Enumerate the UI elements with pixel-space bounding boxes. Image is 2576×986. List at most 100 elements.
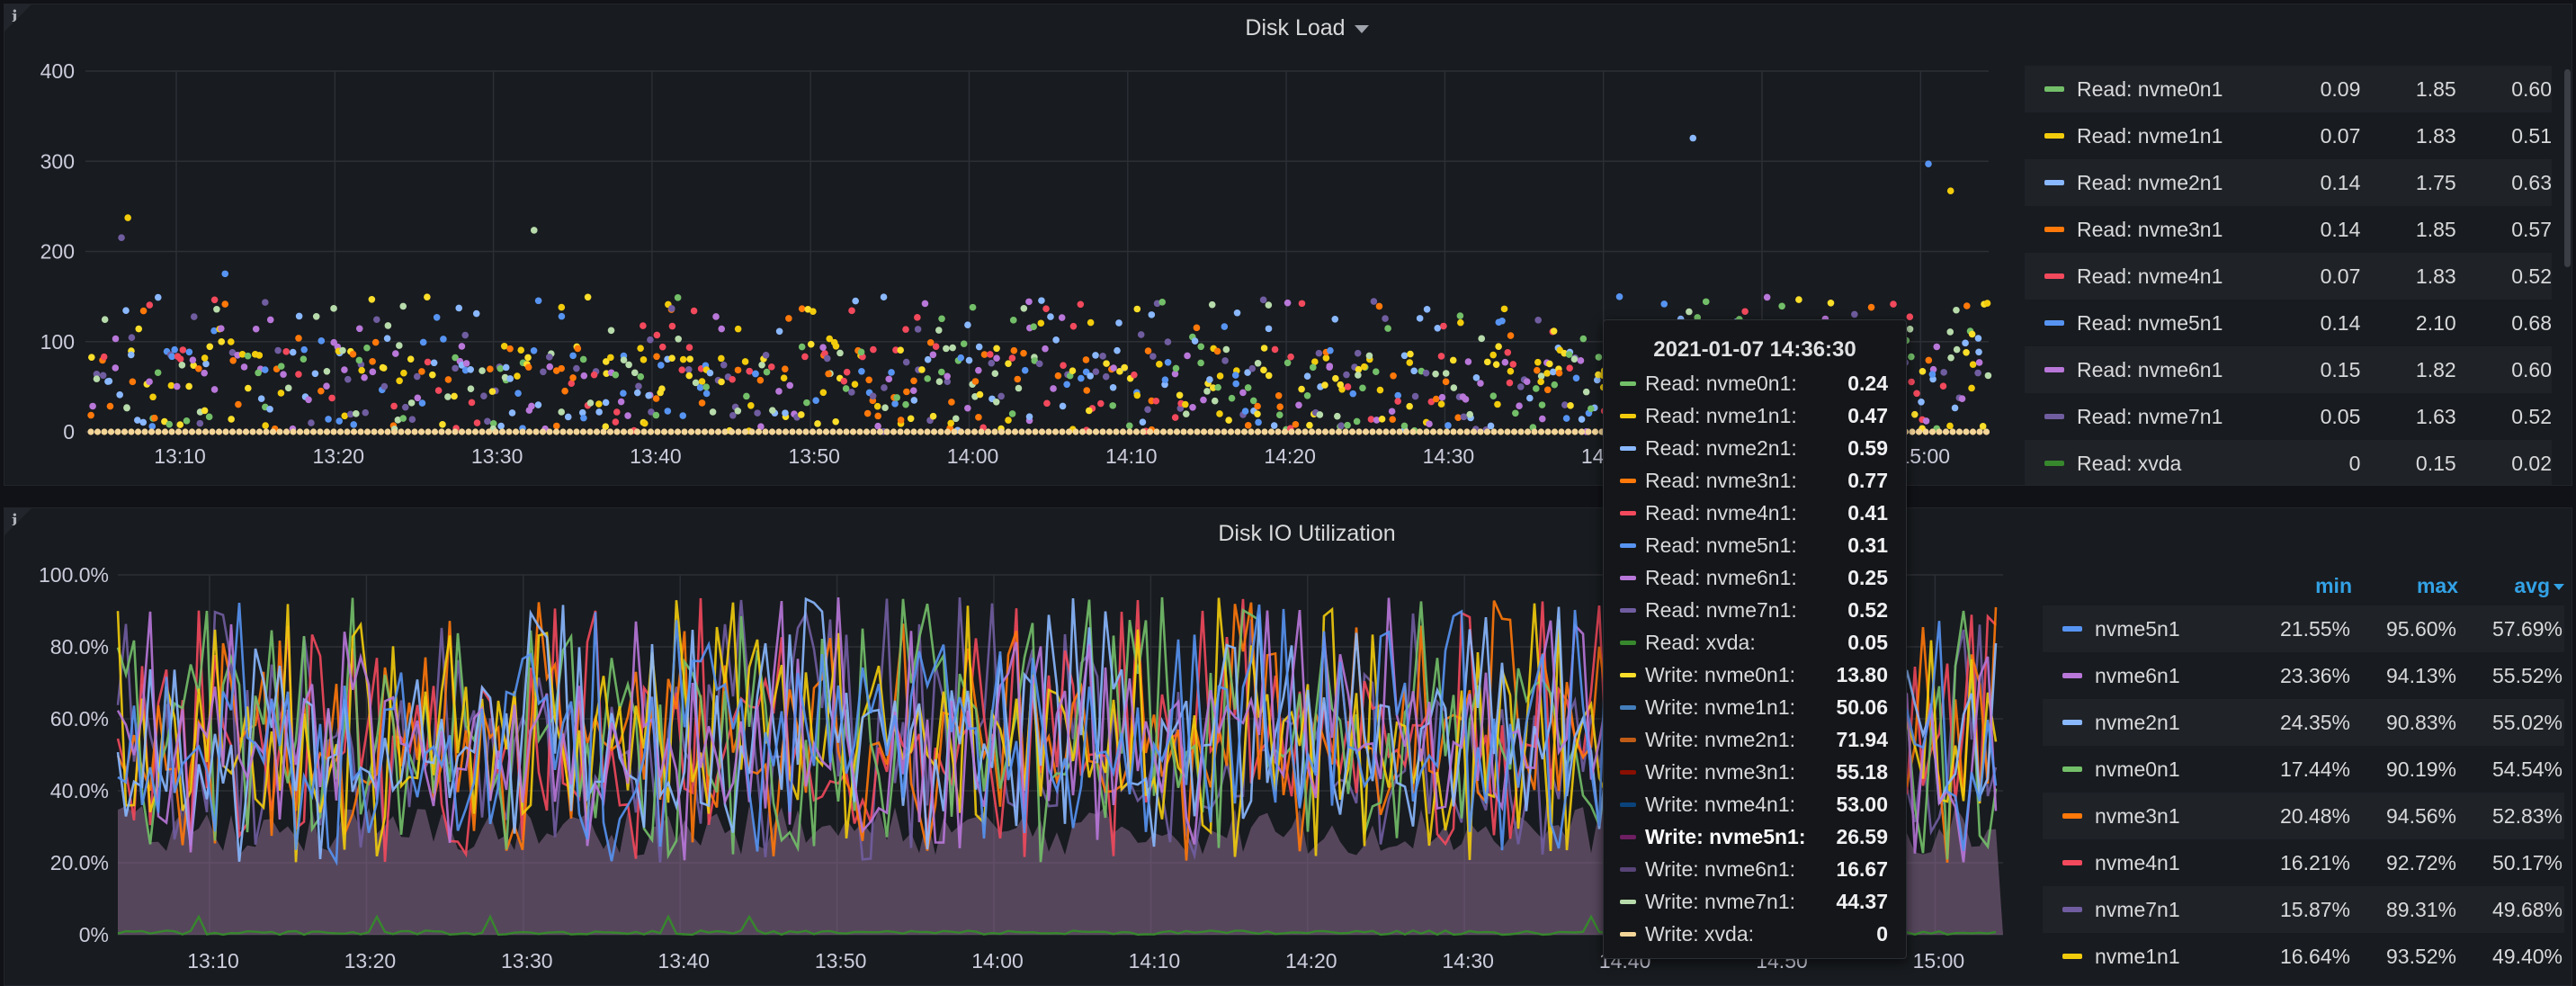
- legend-item[interactable]: nvme1n1 16.64% 93.52% 49.40%: [2043, 933, 2564, 980]
- data-point: [369, 358, 376, 365]
- tooltip-series-value: 13.80: [1836, 662, 1888, 686]
- data-point: [1244, 369, 1251, 376]
- data-point: [355, 356, 363, 364]
- chevron-down-icon[interactable]: [1354, 24, 1369, 33]
- legend-item[interactable]: nvme3n1 20.48% 94.56% 52.83%: [2043, 793, 2564, 839]
- disk-io-title[interactable]: Disk IO Utilization: [4, 521, 2572, 547]
- tooltip-row: Read: nvme6n1: 0.25: [1604, 561, 1906, 594]
- legend-item[interactable]: Read: nvme5n1 0.14 2.10 0.68: [2025, 300, 2552, 346]
- data-point: [312, 312, 320, 320]
- legend-item[interactable]: nvme0n1 17.44% 90.19% 54.54%: [2043, 746, 2564, 793]
- series-color-swatch: [1620, 542, 1636, 548]
- data-point: [1454, 414, 1462, 421]
- data-point: [1153, 428, 1160, 435]
- legend-item[interactable]: Read: nvme6n1 0.15 1.82 0.60: [2025, 346, 2552, 393]
- legend-series-name[interactable]: nvme4n1: [2095, 850, 2180, 874]
- data-point: [1983, 300, 1991, 307]
- data-point: [546, 363, 554, 371]
- tooltip-row: Write: nvme5n1: 26.59: [1604, 820, 1906, 853]
- data-point: [1126, 422, 1133, 430]
- legend-item[interactable]: Read: xvda 0 0.15 0.02: [2025, 440, 2552, 485]
- disk-load-chart[interactable]: 0 100 200 300 400 13:10 13:20 13:30 13:40 13:50 14…: [4, 4, 2019, 486]
- legend-item[interactable]: Read: nvme7n1 0.05 1.63 0.52: [2025, 393, 2552, 440]
- disk-load-title[interactable]: Disk Load: [4, 15, 2572, 41]
- data-point: [1342, 428, 1349, 435]
- legend-series-name[interactable]: Read: xvda: [2077, 451, 2182, 475]
- legend-header-avg[interactable]: avg: [2458, 574, 2564, 598]
- legend-item[interactable]: nvme4n1 16.21% 92.72% 50.17%: [2043, 839, 2564, 886]
- data-point: [479, 367, 486, 374]
- series-color-swatch: [2044, 367, 2064, 372]
- data-point: [497, 422, 505, 430]
- data-point: [1434, 325, 1442, 332]
- data-point: [1173, 428, 1181, 435]
- data-point: [222, 428, 229, 435]
- legend-series-name[interactable]: Read: nvme3n1: [2077, 217, 2223, 241]
- legend-series-name[interactable]: Read: nvme7n1: [2077, 404, 2223, 428]
- legend-series-name[interactable]: Read: nvme5n1: [2077, 310, 2223, 335]
- legend-item[interactable]: Read: nvme4n1 0.07 1.83 0.52: [2025, 253, 2552, 300]
- data-point: [1110, 364, 1117, 372]
- data-point: [914, 314, 921, 321]
- legend-series-name[interactable]: Read: nvme0n1: [2077, 76, 2223, 101]
- panel-title-text[interactable]: Disk Load: [1245, 15, 1346, 40]
- data-point: [330, 428, 337, 435]
- legend-item[interactable]: Read: nvme2n1 0.14 1.75 0.63: [2025, 159, 2552, 206]
- legend-series-name[interactable]: nvme0n1: [2095, 757, 2180, 781]
- hover-tooltip: 2021-01-07 14:36:30 Read: nvme0n1: 0.24 Re…: [1603, 319, 1907, 959]
- legend-item[interactable]: nvme5n1 21.55% 95.60% 57.69%: [2043, 605, 2564, 652]
- data-point: [1909, 428, 1916, 435]
- legend-series-name[interactable]: nvme5n1: [2095, 616, 2180, 641]
- legend-series-name[interactable]: Read: nvme4n1: [2077, 264, 2223, 288]
- data-point: [741, 428, 749, 435]
- legend-item[interactable]: nvme2n1 24.35% 90.83% 55.02%: [2043, 699, 2564, 746]
- legend-item[interactable]: nvme7n1 15.87% 89.31% 49.68%: [2043, 886, 2564, 933]
- y-tick-label: 0: [63, 420, 75, 444]
- legend-series-name[interactable]: Read: nvme2n1: [2077, 170, 2223, 194]
- data-point: [323, 382, 330, 390]
- panel-title-text[interactable]: Disk IO Utilization: [1218, 521, 1396, 546]
- data-point: [910, 377, 917, 385]
- data-point: [1207, 428, 1214, 435]
- legend-item[interactable]: Read: nvme3n1 0.14 1.85 0.57: [2025, 206, 2552, 253]
- legend-series-name[interactable]: nvme7n1: [2095, 897, 2180, 921]
- data-point: [1288, 428, 1295, 435]
- tooltip-series-value: 0.41: [1847, 500, 1888, 524]
- data-point: [1489, 392, 1498, 399]
- legend-scrollbar[interactable]: [2564, 69, 2571, 267]
- legend-item[interactable]: Read: nvme1n1 0.07 1.83 0.51: [2025, 112, 2552, 159]
- data-point: [1582, 388, 1590, 396]
- data-point: [926, 338, 935, 346]
- legend-series-name[interactable]: nvme3n1: [2095, 803, 2180, 828]
- data-point: [1558, 428, 1565, 435]
- data-point: [631, 369, 639, 377]
- data-point: [238, 351, 246, 358]
- legend-avg: 0.57: [2511, 217, 2552, 241]
- legend-series-name[interactable]: nvme1n1: [2095, 944, 2180, 968]
- data-point: [1922, 417, 1930, 425]
- legend-series-name[interactable]: nvme6n1: [2095, 663, 2180, 687]
- legend-series-name[interactable]: Read: nvme6n1: [2077, 357, 2223, 381]
- data-point: [1477, 380, 1484, 387]
- data-point: [910, 428, 917, 435]
- data-point: [1827, 299, 1835, 307]
- data-point: [1087, 372, 1094, 380]
- legend-header-max[interactable]: max: [2416, 573, 2458, 597]
- legend-item[interactable]: nvme6n1 23.36% 94.13% 55.52%: [2043, 652, 2564, 699]
- data-point: [975, 366, 982, 374]
- data-point: [653, 331, 661, 339]
- legend-series-name[interactable]: nvme2n1: [2095, 710, 2180, 734]
- data-point: [1450, 384, 1458, 391]
- data-point: [685, 372, 693, 380]
- data-point: [1211, 397, 1219, 405]
- data-point: [396, 342, 403, 349]
- legend-header-min[interactable]: min: [2315, 573, 2352, 597]
- data-point: [1355, 365, 1363, 373]
- data-point: [1585, 428, 1592, 435]
- legend-series-name[interactable]: Read: nvme1n1: [2077, 123, 2223, 148]
- sort-desc-icon: [2554, 583, 2564, 590]
- data-point: [1507, 332, 1515, 339]
- data-point: [1504, 428, 1511, 435]
- legend-item[interactable]: Read: nvme0n1 0.09 1.85 0.60: [2025, 66, 2552, 112]
- data-point: [368, 295, 376, 303]
